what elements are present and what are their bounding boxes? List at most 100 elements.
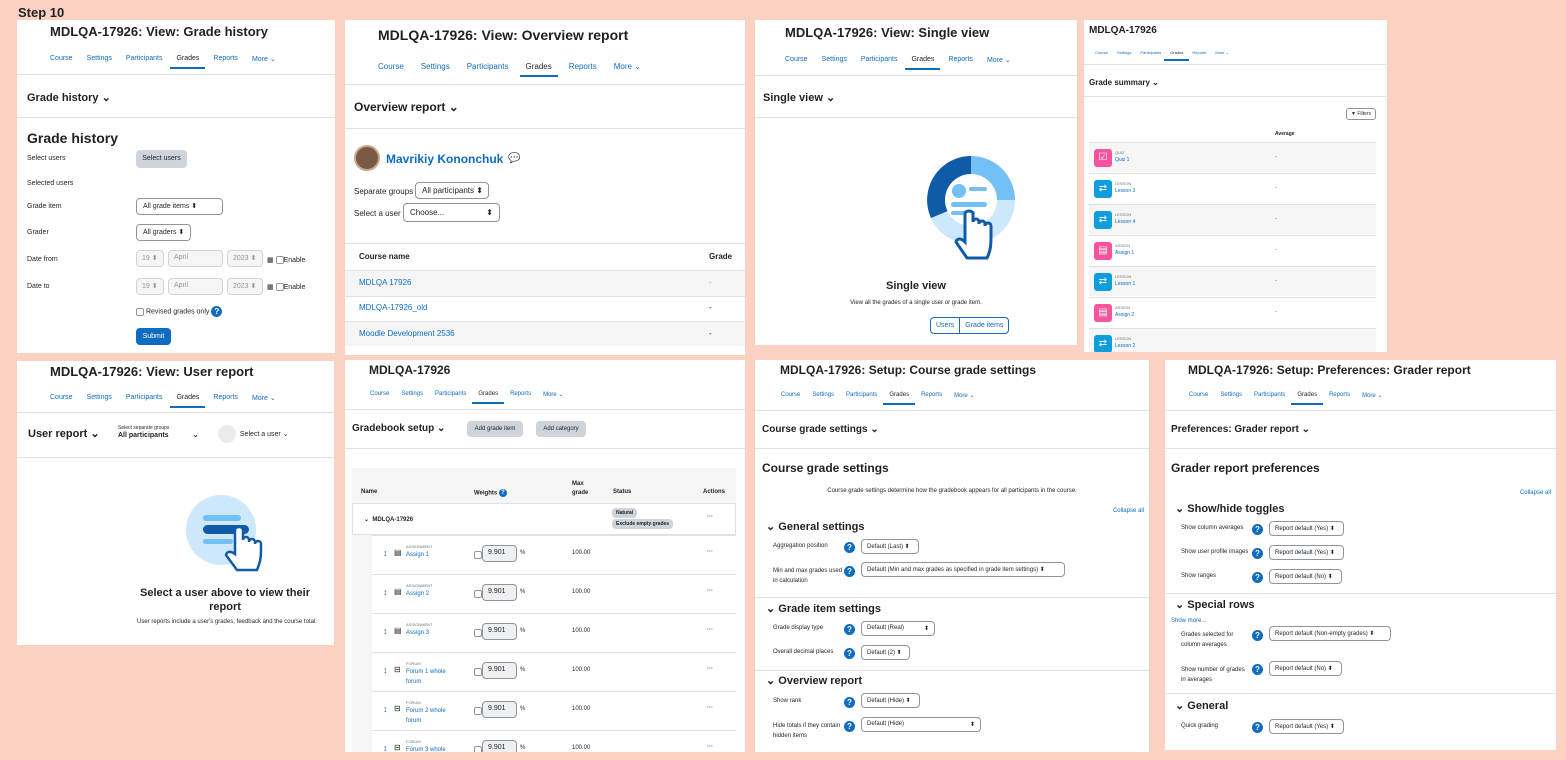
nav-course[interactable]: Course [50, 55, 73, 62]
report-selector[interactable]: Preferences: Grader report ⌄ [1171, 424, 1310, 435]
show-more-link[interactable]: Show more... [1171, 618, 1207, 624]
nav-reports[interactable]: Reports [213, 394, 238, 401]
nav-course[interactable]: Course [378, 62, 404, 71]
help-icon[interactable]: ? [1252, 524, 1263, 535]
nav-reports[interactable]: Reports [568, 62, 597, 71]
section-show-hide-toggles[interactable]: ⌄ Show/hide toggles [1175, 503, 1285, 515]
add-category-button[interactable]: Add category [536, 421, 586, 437]
help-icon[interactable]: ? [1252, 572, 1263, 583]
nav-grades[interactable]: Grades [170, 394, 206, 408]
date-to-year[interactable]: 2023 ⬍ [227, 278, 263, 295]
report-selector[interactable]: Course grade settings ⌄ [762, 424, 879, 435]
section-general[interactable]: ⌄ General [1175, 700, 1229, 712]
collapse-all-link[interactable]: Collapse all [1519, 490, 1551, 496]
actions-menu[interactable]: ··· [707, 627, 713, 633]
column-averages-select[interactable]: Report default (Yes) ⬍ [1269, 521, 1344, 536]
item-link[interactable]: Assign 2 [1115, 312, 1135, 318]
nav-participants[interactable]: Participants [1254, 392, 1286, 398]
nav-more[interactable]: More ⌄ [954, 393, 975, 399]
section-grade-item-settings[interactable]: ⌄ Grade item settings [766, 603, 881, 615]
nav-grades[interactable]: Grades [519, 62, 559, 77]
nav-more[interactable]: More ⌄ [543, 392, 564, 398]
select-users-button[interactable]: Select users [136, 150, 187, 168]
item-link[interactable]: Quiz 1 [1115, 157, 1130, 163]
item-link[interactable]: Forum 2 whole forum [406, 708, 446, 724]
course-link[interactable]: Moodle Development 2536 [359, 329, 455, 338]
ranges-select[interactable]: Report default (No) ⬍ [1269, 569, 1342, 584]
item-link[interactable]: Lesson 4 [1115, 219, 1136, 225]
nav-participants[interactable]: Participants [846, 392, 878, 398]
weight-override-checkbox[interactable] [474, 590, 482, 598]
weight-override-checkbox[interactable] [474, 629, 482, 637]
nav-participants[interactable]: Participants [466, 62, 509, 71]
nav-grades[interactable]: Grades [1164, 50, 1190, 61]
move-icon[interactable]: ↕ [383, 587, 388, 597]
help-icon[interactable]: ? [844, 542, 855, 553]
nav-settings[interactable]: Settings [1220, 392, 1243, 398]
minmax-select[interactable]: Default (Min and max grades as specified… [861, 562, 1065, 577]
actions-menu[interactable]: ··· [707, 549, 713, 555]
nav-grades[interactable]: Grades [905, 56, 941, 70]
nav-more[interactable]: More ⌄ [251, 56, 276, 63]
user-name[interactable]: Mavrikiy Kononchuk [386, 152, 504, 166]
filters-button[interactable]: ▼ Filters [1346, 108, 1376, 120]
help-icon[interactable]: ? [498, 489, 507, 497]
nav-course[interactable]: Course [370, 391, 390, 397]
nav-settings[interactable]: Settings [1116, 50, 1132, 55]
nav-more[interactable]: More ⌄ [251, 395, 276, 402]
nav-settings[interactable]: Settings [812, 392, 835, 398]
course-link[interactable]: MDLQA 17926 [359, 278, 412, 287]
move-icon[interactable]: ↕ [383, 626, 388, 636]
display-type-select[interactable]: Default (Real) ⬍ [861, 621, 935, 636]
date-from-day[interactable]: 19 ⬍ [136, 250, 164, 267]
report-selector[interactable]: User report ⌄ [28, 428, 100, 440]
grades-selected-select[interactable]: Report default (Non-empty grades) ⬍ [1269, 626, 1391, 641]
decimal-select[interactable]: Default (2) ⬍ [861, 645, 910, 660]
nav-course[interactable]: Course [785, 56, 808, 63]
section-general-settings[interactable]: ⌄ General settings [766, 521, 865, 533]
category-name[interactable]: ⌄ MDLQA-17926 [364, 517, 414, 523]
move-icon[interactable]: ↕ [383, 743, 388, 752]
help-icon[interactable]: ? [844, 721, 855, 732]
weight-input[interactable]: 9.901 [482, 740, 517, 752]
nav-more[interactable]: More ⌄ [986, 57, 1011, 64]
message-icon[interactable]: 💬 [508, 153, 521, 164]
grade-item-select[interactable]: All grade items ⬍ [136, 198, 223, 215]
nav-reports[interactable]: Reports [1329, 392, 1351, 398]
number-of-grades-select[interactable]: Report default (No) ⬍ [1269, 661, 1342, 676]
nav-settings[interactable]: Settings [821, 56, 847, 63]
date-to-enable[interactable]: ▦ Enable [267, 283, 306, 292]
hide-totals-select[interactable]: Default (Hide) ⬍ [861, 717, 981, 732]
actions-menu[interactable]: ··· [707, 744, 713, 750]
grader-select[interactable]: All graders ⬍ [136, 224, 191, 241]
weight-override-checkbox[interactable] [474, 746, 482, 752]
nav-grades[interactable]: Grades [170, 55, 206, 69]
nav-grades[interactable]: Grades [883, 392, 915, 405]
nav-reports[interactable]: Reports [1192, 50, 1207, 55]
nav-participants[interactable]: Participants [125, 394, 163, 401]
help-icon[interactable]: ? [211, 306, 223, 317]
weight-override-checkbox[interactable] [474, 551, 482, 559]
actions-menu[interactable]: ··· [707, 514, 713, 520]
nav-grades[interactable]: Grades [1291, 392, 1323, 405]
help-icon[interactable]: ? [1252, 548, 1263, 559]
item-link[interactable]: Lesson 1 [1115, 281, 1136, 287]
nav-more[interactable]: More ⌄ [1215, 50, 1229, 55]
item-link[interactable]: Assign 1 [406, 552, 430, 558]
help-icon[interactable]: ? [1252, 630, 1263, 641]
users-button[interactable]: Users [931, 318, 961, 333]
report-selector[interactable]: Overview report ⌄ [354, 100, 459, 114]
rank-select[interactable]: Default (Hide) ⬍ [861, 693, 920, 708]
section-special-rows[interactable]: ⌄ Special rows [1175, 599, 1255, 611]
nav-participants[interactable]: Participants [435, 391, 467, 397]
nav-participants[interactable]: Participants [125, 55, 163, 62]
weight-input[interactable]: 9.901 [482, 662, 517, 679]
groups-selector[interactable]: Select separate groups All participants ⌄ [118, 425, 199, 439]
item-link[interactable]: Forum 1 whole forum [406, 669, 446, 685]
nav-course[interactable]: Course [781, 392, 801, 398]
nav-reports[interactable]: Reports [510, 391, 532, 397]
help-icon[interactable]: ? [844, 697, 855, 708]
move-icon[interactable]: ↕ [383, 548, 388, 558]
move-icon[interactable]: ↕ [383, 665, 388, 675]
item-link[interactable]: Forum 3 whole forum [406, 747, 446, 752]
